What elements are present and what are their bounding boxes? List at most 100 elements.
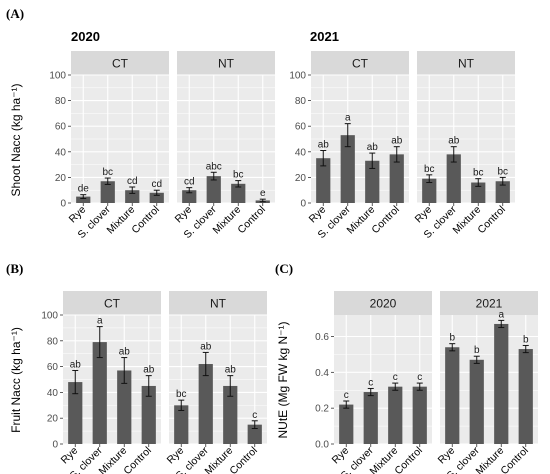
y-tick-label: 0: [300, 199, 306, 210]
bar-s-clover: [363, 392, 378, 444]
facet-strip: [440, 291, 538, 315]
bar-rye: [422, 178, 437, 203]
panel-label-b: (B): [6, 261, 23, 276]
significance-letter: c: [252, 410, 257, 421]
significance-letter: ab: [225, 365, 237, 376]
bar-mixture: [117, 370, 132, 444]
bar-mixture: [125, 190, 140, 203]
y-tick-label: 80: [55, 96, 67, 107]
y-axis-title: Shoot Nacc (kg ha⁻¹): [9, 83, 23, 196]
significance-letter: e: [260, 188, 266, 199]
panel-label-c: (C): [275, 261, 293, 276]
panel-a-2020-heading: 2020: [71, 29, 100, 44]
bar-mixture: [231, 183, 246, 203]
facet-strip: [63, 291, 161, 315]
y-tick-label: 60: [47, 362, 59, 373]
bar-control: [389, 154, 404, 203]
facet-strip: [311, 51, 409, 75]
significance-letter: ab: [119, 347, 131, 358]
bar-rye: [76, 196, 91, 203]
bar-s-clover: [92, 342, 107, 444]
significance-letter: cd: [127, 176, 138, 187]
significance-letter: c: [417, 372, 422, 383]
bar-control: [149, 192, 164, 203]
significance-letter: a: [345, 113, 351, 124]
y-tick-label: 20: [55, 173, 67, 184]
bar-s-clover: [446, 154, 461, 203]
y-tick-label: 100: [41, 311, 58, 322]
facet-label: 2020: [370, 297, 397, 311]
significance-letter: c: [368, 377, 373, 388]
bar-s-clover: [469, 359, 484, 444]
significance-letter: c: [393, 372, 398, 383]
facet-strip: [71, 51, 169, 75]
bar-control: [141, 385, 156, 444]
facet-label: NT: [218, 57, 235, 71]
y-tick-label: 40: [55, 147, 67, 158]
significance-letter: bc: [473, 168, 484, 179]
facet-label: NT: [458, 57, 475, 71]
y-tick-label: 100: [49, 71, 66, 82]
y-tick-label: 40: [47, 388, 59, 399]
significance-letter: b: [523, 334, 529, 345]
significance-letter: ab: [143, 365, 155, 376]
y-axis-title: Fruit Nacc (kg ha⁻¹): [9, 327, 23, 433]
y-tick-label: 60: [55, 122, 67, 133]
y-tick-label: 0.6: [315, 332, 329, 343]
significance-letter: ab: [448, 136, 460, 147]
bar-rye: [68, 382, 83, 444]
significance-letter: abc: [206, 161, 222, 172]
y-axis-title: NUtE (Mg FW kg N⁻¹): [276, 322, 290, 439]
x-tick-label: Control: [392, 445, 424, 474]
significance-letter: b: [449, 333, 455, 344]
facet-label: CT: [352, 57, 369, 71]
bar-rye: [316, 158, 331, 203]
significance-letter: ab: [391, 136, 403, 147]
bar-control: [495, 181, 510, 203]
significance-letter: a: [97, 316, 103, 327]
facet-label: 2021: [476, 297, 503, 311]
y-tick-label: 40: [295, 147, 307, 158]
x-tick-label: Control: [235, 204, 267, 236]
significance-letter: ab: [318, 140, 330, 151]
bar-mixture: [365, 160, 380, 203]
significance-letter: ab: [200, 341, 212, 352]
significance-letter: bc: [102, 167, 113, 178]
facet-label: NT: [210, 297, 227, 311]
facet-strip: [169, 291, 267, 315]
bar-rye: [445, 347, 460, 444]
facet-label: CT: [104, 297, 121, 311]
y-tick-label: 0: [60, 199, 66, 210]
bar-rye: [182, 190, 197, 203]
panel-label-a: (A): [6, 6, 24, 21]
facet-strip: [334, 291, 432, 315]
significance-letter: bc: [424, 164, 435, 175]
x-tick-label: Control: [129, 204, 161, 236]
bar-mixture: [223, 385, 238, 444]
bar-rye: [174, 405, 189, 444]
x-tick-label: Control: [475, 204, 507, 236]
significance-letter: b: [474, 345, 480, 356]
significance-letter: a: [498, 309, 504, 320]
significance-letter: c: [344, 390, 349, 401]
significance-letter: de: [78, 184, 90, 195]
x-tick-label: Control: [121, 445, 153, 474]
facet-strip: [177, 51, 275, 75]
significance-letter: ab: [70, 359, 82, 370]
y-tick-label: 0.0: [315, 440, 329, 451]
bar-mixture: [494, 323, 509, 444]
x-tick-label: Control: [369, 204, 401, 236]
significance-letter: ab: [367, 142, 379, 153]
y-tick-label: 20: [47, 414, 59, 425]
significance-letter: bc: [176, 389, 187, 400]
bar-control: [412, 386, 427, 444]
significance-letter: cd: [151, 179, 162, 190]
bar-mixture: [471, 182, 486, 203]
y-tick-label: 60: [295, 122, 307, 133]
x-tick-label: Control: [498, 445, 530, 474]
bar-s-clover: [340, 135, 355, 203]
y-tick-label: 20: [295, 173, 307, 184]
